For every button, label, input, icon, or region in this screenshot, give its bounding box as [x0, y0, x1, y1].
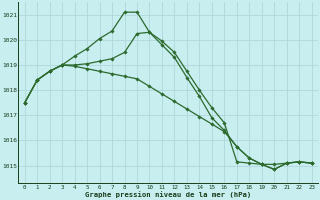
X-axis label: Graphe pression niveau de la mer (hPa): Graphe pression niveau de la mer (hPa) [85, 191, 251, 198]
